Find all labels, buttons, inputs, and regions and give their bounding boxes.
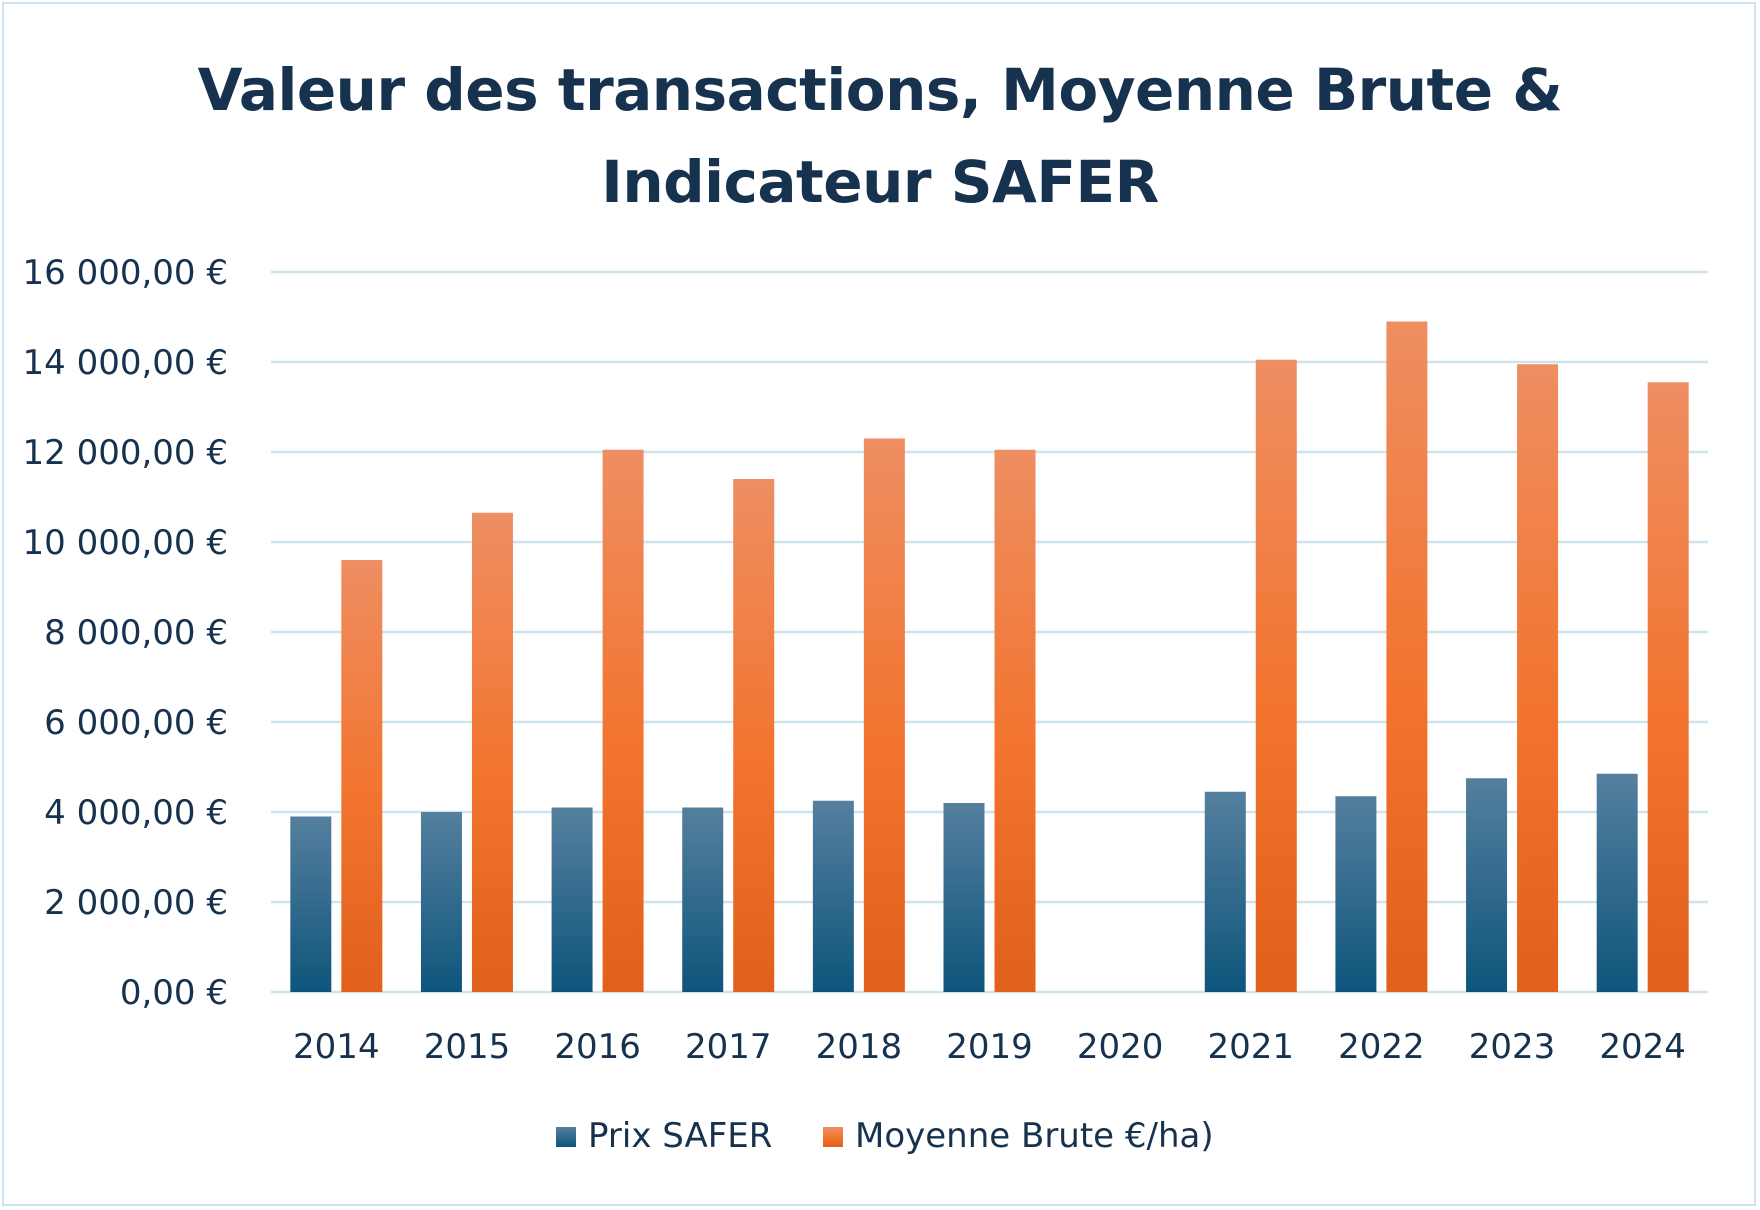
y-tick-label: 16 000,00 €: [23, 253, 228, 293]
chart-title-line-2: Indicateur SAFER: [601, 148, 1159, 216]
x-tick-label: 2021: [1208, 1027, 1295, 1067]
bar-prix-safer-2017: [682, 807, 724, 992]
bar-moyenne-brute-2021: [1255, 359, 1297, 992]
bar-moyenne-brute-2022: [1386, 321, 1428, 992]
bar-moyenne-brute-2023: [1517, 364, 1559, 992]
legend-label: Prix SAFER: [588, 1116, 772, 1156]
x-tick-label: 2018: [816, 1027, 903, 1067]
x-tick-label: 2017: [685, 1027, 772, 1067]
bar-moyenne-brute-2019: [994, 449, 1036, 992]
bar-prix-safer-2021: [1204, 791, 1246, 992]
legend: Prix SAFER Moyenne Brute €/ha): [556, 1116, 1214, 1156]
y-tick-label: 8 000,00 €: [44, 613, 228, 653]
bar-prix-safer-2023: [1466, 778, 1508, 992]
bars: [290, 321, 1689, 992]
bar-moyenne-brute-2016: [602, 449, 644, 992]
x-tick-label: 2016: [554, 1027, 641, 1067]
legend-swatch: [823, 1127, 843, 1147]
x-tick-label: 2024: [1599, 1027, 1686, 1067]
y-axis-ticks: 0,00 € 2 000,00 € 4 000,00 € 6 000,00 € 8 00…: [23, 253, 228, 1013]
bar-moyenne-brute-2018: [863, 438, 905, 992]
x-tick-label: 2020: [1077, 1027, 1164, 1067]
bar-prix-safer-2015: [420, 812, 462, 992]
legend-swatch: [556, 1127, 576, 1147]
y-tick-label: 0,00 €: [120, 973, 228, 1013]
y-tick-label: 2 000,00 €: [44, 883, 228, 923]
x-tick-label: 2015: [424, 1027, 511, 1067]
x-tick-label: 2014: [293, 1027, 380, 1067]
x-tick-label: 2019: [946, 1027, 1033, 1067]
bar-prix-safer-2019: [943, 803, 985, 992]
bar-moyenne-brute-2014: [341, 560, 383, 992]
y-tick-label: 6 000,00 €: [44, 703, 228, 743]
bar-prix-safer-2014: [290, 816, 332, 992]
chart-title: Valeur des transactions, Moyenne Brute &…: [0, 44, 1760, 228]
x-axis-ticks: 2014 2015 2016 2017 2018 2019 2020 2021 2022 2023…: [293, 1027, 1686, 1067]
x-tick-label: 2022: [1338, 1027, 1425, 1067]
y-tick-label: 12 000,00 €: [23, 433, 228, 473]
y-tick-label: 14 000,00 €: [23, 343, 228, 383]
legend-label: Moyenne Brute €/ha): [855, 1116, 1214, 1156]
x-tick-label: 2023: [1469, 1027, 1556, 1067]
bar-prix-safer-2018: [812, 800, 854, 992]
y-tick-label: 4 000,00 €: [44, 793, 228, 833]
bar-moyenne-brute-2015: [471, 512, 513, 992]
bar-moyenne-brute-2017: [733, 479, 775, 992]
y-tick-label: 10 000,00 €: [23, 523, 228, 563]
bar-moyenne-brute-2024: [1647, 382, 1689, 992]
bar-prix-safer-2016: [551, 807, 593, 992]
bar-prix-safer-2024: [1596, 773, 1638, 992]
chart-title-line-1: Valeur des transactions, Moyenne Brute &: [197, 56, 1563, 124]
bar-prix-safer-2022: [1335, 796, 1377, 992]
